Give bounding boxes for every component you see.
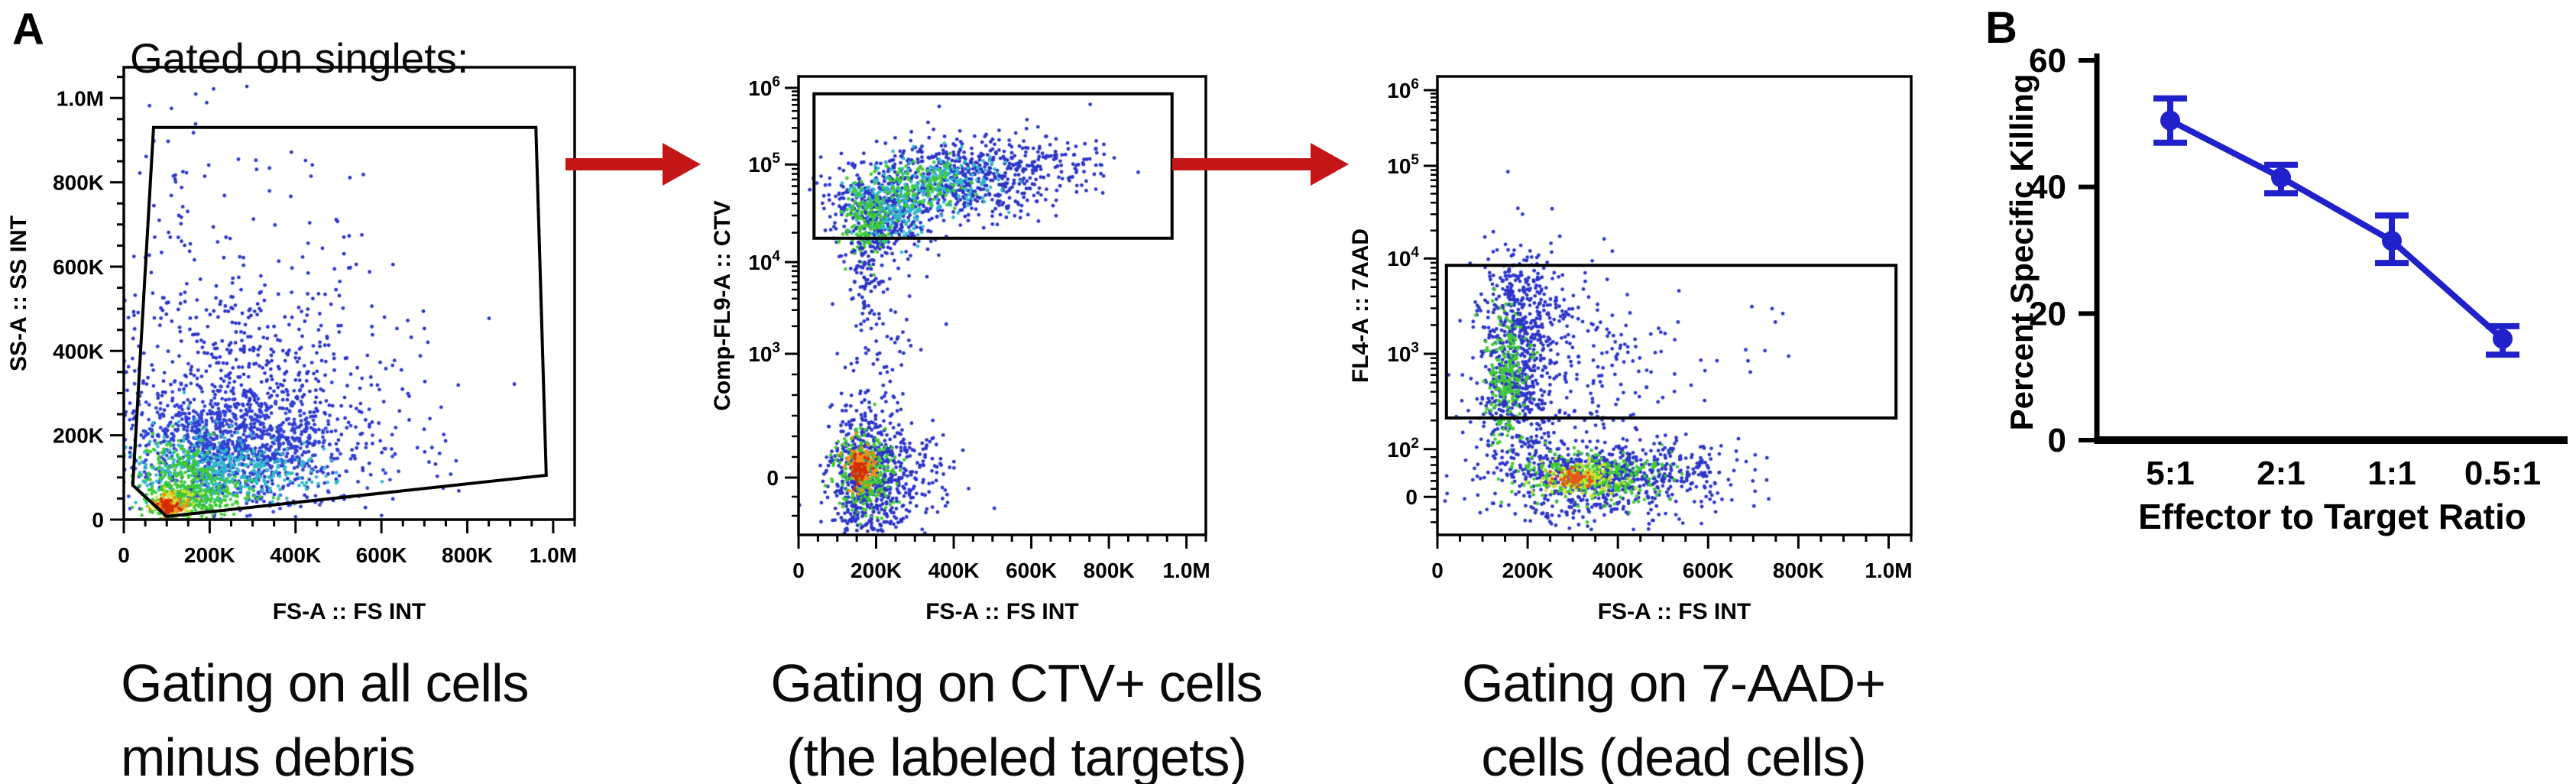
y-tick-label: 102	[1387, 436, 1419, 462]
x-axis-label: FS-A :: FS INT	[925, 599, 1079, 624]
panel-b-data-point	[2493, 329, 2513, 349]
panel-b-x-tick-label: 5:1	[2146, 455, 2195, 492]
panel-b-data-point	[2271, 167, 2291, 188]
y-axis-label: SS-A :: SS INT	[6, 215, 31, 371]
y-tick-label: 0	[92, 508, 104, 532]
flow-plot-1-density-canvas	[124, 67, 575, 520]
plot3-caption-line1: Gating on 7-AAD+	[1461, 653, 1886, 713]
y-tick-label: 106	[1387, 76, 1419, 102]
y-tick-label: 105	[748, 151, 780, 177]
gating-arrow-1-icon	[565, 143, 701, 186]
x-tick-label: 0	[792, 559, 805, 582]
x-tick-label: 200K	[184, 543, 235, 567]
flow-plot-3-density-canvas	[1437, 76, 1911, 535]
x-tick-label: 600K	[1683, 559, 1734, 582]
flow-plot-2-density-canvas	[799, 76, 1206, 535]
x-tick-label: 200K	[1502, 559, 1554, 582]
y-tick-label: 0	[1405, 485, 1418, 509]
plot3-caption-line2: cells (dead cells)	[1481, 727, 1866, 784]
panel-b-y-axis-label: Percent Specific Killing	[2004, 74, 2040, 431]
plot3-caption: Gating on 7-AAD+ cells (dead cells)	[1412, 646, 1935, 784]
x-tick-label: 800K	[1084, 559, 1135, 582]
y-tick-label: 104	[748, 248, 780, 274]
panel-b-y-tick-label: 40	[2029, 169, 2066, 206]
y-axis-label: FL4-A :: 7AAD	[1348, 228, 1373, 383]
panel-b-chart: 0 20 40 60 5:1 2:1 1:1 0.5:1 Effector to Target …	[2004, 42, 2568, 536]
plot1-caption: Gating on all cells minus debris	[121, 646, 530, 784]
x-tick-label: 600K	[1006, 559, 1057, 582]
panel-b-x-axis-label: Effector to Target Ratio	[2138, 497, 2526, 536]
plot1-caption-line1: Gating on all cells	[121, 653, 530, 713]
panel-a-label: A	[12, 5, 44, 54]
x-tick-label: 400K	[270, 543, 321, 567]
panel-b-y-tick-label: 60	[2029, 42, 2066, 79]
y-tick-label: 103	[1387, 340, 1419, 366]
y-tick-label: 104	[1387, 245, 1419, 271]
panel-b-label: B	[1985, 3, 2017, 53]
x-tick-label: 1.0M	[1162, 559, 1210, 582]
y-tick-label: 106	[748, 74, 780, 100]
panel-b-x-tick-label: 1:1	[2367, 455, 2416, 492]
y-axis-label: Comp-FL9-A :: CTV	[710, 200, 735, 411]
x-tick-label: 400K	[1593, 559, 1644, 582]
y-tick-label: 0	[766, 466, 779, 490]
plot2-caption-line1: Gating on CTV+ cells	[770, 653, 1262, 713]
y-tick-label: 1.0M	[57, 86, 104, 110]
plot1-caption-line2: minus debris	[121, 727, 416, 784]
plot2-caption-line2: (the labeled targets)	[786, 727, 1247, 784]
panel-b-series-line	[2169, 118, 2505, 342]
panel-b-data-point	[2160, 110, 2180, 131]
panel-b-y-tick-label: 20	[2029, 295, 2066, 332]
x-tick-label: 200K	[851, 559, 902, 582]
panel-b-y-tick-label: 0	[2048, 422, 2066, 459]
x-tick-label: 1.0M	[530, 543, 577, 567]
y-tick-label: 800K	[53, 171, 104, 195]
y-tick-label: 200K	[53, 424, 104, 448]
x-tick-label: 800K	[442, 543, 493, 567]
panel-b-x-tick-label: 2:1	[2257, 455, 2305, 492]
x-tick-label: 0	[1431, 559, 1444, 582]
panel-b-x-tick-label: 0.5:1	[2464, 455, 2541, 492]
plot2-caption: Gating on CTV+ cells (the labeled target…	[749, 646, 1284, 784]
x-tick-label: 800K	[1773, 559, 1824, 582]
y-tick-label: 400K	[53, 339, 104, 363]
y-tick-label: 600K	[53, 255, 104, 279]
x-tick-label: 1.0M	[1865, 559, 1912, 582]
x-tick-label: 0	[118, 543, 130, 567]
x-tick-label: 400K	[928, 559, 980, 582]
x-axis-label: FS-A :: FS INT	[1598, 599, 1751, 624]
x-tick-label: 600K	[356, 543, 407, 567]
y-tick-label: 105	[1387, 152, 1419, 178]
x-axis-label: FS-A :: FS INT	[273, 599, 426, 624]
y-tick-label: 103	[748, 340, 780, 366]
panel-b-data-point	[2382, 231, 2402, 251]
